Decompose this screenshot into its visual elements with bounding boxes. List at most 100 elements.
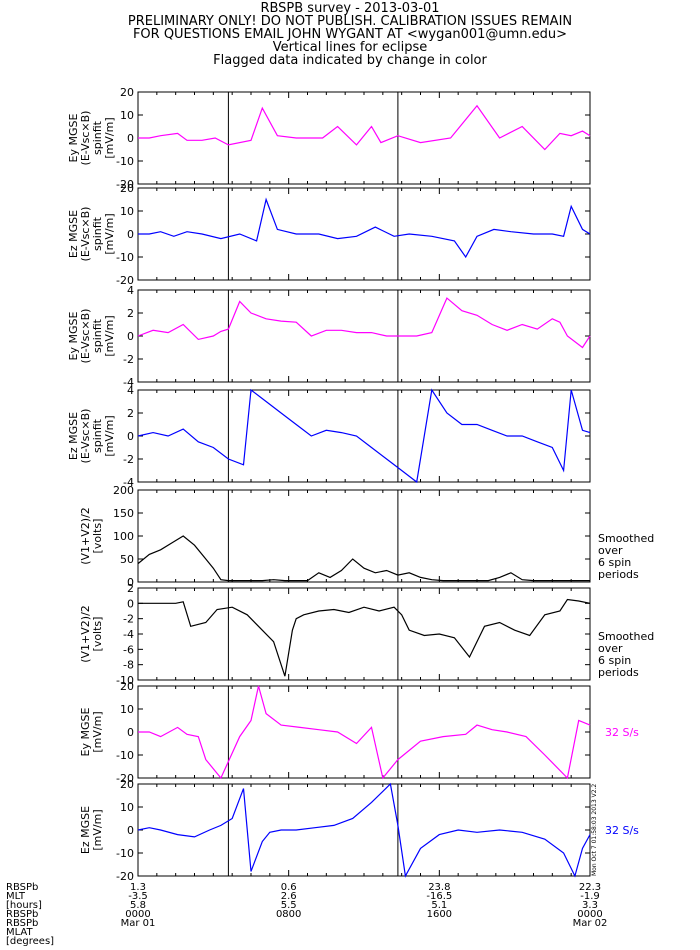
series-line-4 — [137, 388, 591, 484]
y-axis-label: spinfit — [91, 318, 104, 353]
email-line: FOR QUESTIONS EMAIL JOHN WYGANT AT <wyga… — [132, 27, 568, 42]
y-axis-label: (V1+V2)/2 — [79, 605, 92, 663]
y-tick-label: 200 — [113, 484, 134, 497]
y-tick-label: 2 — [127, 307, 134, 320]
y-tick-label: -10 — [116, 674, 134, 687]
panel-frame-7 — [137, 685, 591, 779]
y-tick-label: 150 — [113, 507, 134, 520]
y-tick-label: -20 — [116, 178, 134, 191]
x-tick-label: Mar 01 — [121, 918, 156, 929]
y-tick-label: 20 — [120, 680, 134, 693]
series-line-7 — [138, 685, 591, 780]
series-line-2 — [138, 197, 591, 259]
y-axis-label: (E-Vsc×B) — [79, 409, 92, 464]
panel-frame-3 — [137, 289, 591, 383]
y-tick-label: -8 — [123, 659, 134, 672]
sample-rate-note: 32 S/s — [605, 824, 639, 837]
x-tick-label: 5.5 — [281, 900, 297, 911]
warning-line: PRELIMINARY ONLY! DO NOT PUBLISH. CALIBR… — [127, 14, 573, 29]
x-tick-label: -3.5 — [128, 891, 148, 902]
panel-frame-2 — [137, 187, 591, 281]
y-axis-label: [mV/m] — [103, 213, 116, 254]
y-tick-label: 0 — [127, 430, 134, 443]
y-tick-label: 0 — [127, 330, 134, 343]
y-tick-label: -20 — [116, 870, 134, 883]
y-tick-label: 4 — [127, 384, 134, 397]
x-axis-row-label: MLT — [6, 891, 26, 902]
x-axis-row-label: [hours] — [6, 900, 42, 911]
y-axis-label: Ez MGSE — [67, 412, 80, 460]
y-axis-label: [mV/m] — [103, 315, 116, 356]
y-axis-label: spinfit — [91, 216, 104, 251]
y-tick-label: 10 — [120, 205, 134, 218]
chart-title: RBSPB survey - 2013-03-01 — [260, 1, 440, 16]
side-note: Smoothed — [598, 630, 654, 643]
y-tick-label: 4 — [127, 284, 134, 297]
x-axis-row-label: RBSPb — [6, 909, 38, 920]
flag-note: Flagged data indicated by change in colo… — [213, 53, 487, 68]
y-axis-label: (E-Vsc×B) — [79, 309, 92, 364]
x-tick-label: 0000 — [577, 909, 602, 920]
side-note: periods — [598, 568, 639, 581]
y-tick-label: 0 — [127, 726, 134, 739]
y-axis-label: spinfit — [91, 120, 104, 155]
y-axis-label: Ez MGSE — [79, 806, 92, 854]
x-tick-label: 1.3 — [130, 882, 146, 893]
x-axis-row-label: [degrees] — [6, 936, 54, 947]
y-axis-label: (E-Vsc×B) — [79, 111, 92, 166]
y-axis-label: [mV/m] — [103, 415, 116, 456]
y-axis-label: [mV/m] — [91, 809, 104, 850]
series-line-8 — [137, 782, 591, 878]
y-axis-label: [mV/m] — [103, 117, 116, 158]
y-tick-label: 0 — [127, 576, 134, 589]
y-axis-label: (V1+V2)/2 — [79, 507, 92, 565]
series-line-1 — [138, 104, 591, 151]
y-tick-label: 2 — [127, 407, 134, 420]
y-axis-label: Ey MGSE — [79, 707, 92, 756]
x-tick-label: -16.5 — [426, 891, 452, 902]
y-tick-label: 0 — [127, 597, 134, 610]
x-tick-label: 5.1 — [431, 900, 447, 911]
series-line-6 — [138, 598, 591, 677]
y-axis-label: spinfit — [91, 418, 104, 453]
y-tick-label: 0 — [127, 824, 134, 837]
x-tick-label: 2.6 — [281, 891, 297, 902]
y-tick-label: -4 — [123, 376, 134, 389]
y-tick-label: 0 — [127, 132, 134, 145]
sample-rate-note: 32 S/s — [605, 726, 639, 739]
y-tick-label: -10 — [116, 155, 134, 168]
y-tick-label: 0 — [127, 228, 134, 241]
x-tick-label: -1.9 — [580, 891, 600, 902]
y-tick-label: -20 — [116, 274, 134, 287]
y-tick-label: 20 — [120, 182, 134, 195]
y-tick-label: -4 — [123, 476, 134, 489]
y-tick-label: -20 — [116, 772, 134, 785]
y-axis-label: [volts] — [91, 519, 104, 554]
y-tick-label: 2 — [127, 582, 134, 595]
y-tick-label: 20 — [120, 778, 134, 791]
eclipse-note: Vertical lines for eclipse — [272, 40, 428, 55]
y-tick-label: -10 — [116, 749, 134, 762]
y-tick-label: -2 — [123, 453, 134, 466]
series-line-3 — [137, 297, 591, 349]
x-tick-label: Mar 02 — [573, 918, 608, 929]
x-tick-label: 5.8 — [130, 900, 146, 911]
y-tick-label: 100 — [113, 530, 134, 543]
y-axis-label: Ey MGSE — [67, 311, 80, 360]
y-tick-label: -10 — [116, 251, 134, 264]
y-tick-label: -2 — [123, 353, 134, 366]
y-tick-label: 10 — [120, 801, 134, 814]
panel-frame-8 — [137, 783, 591, 877]
y-axis-label: [volts] — [91, 617, 104, 652]
y-axis-label: (E-Vsc×B) — [79, 207, 92, 262]
x-axis-row-label: RBSPb — [6, 918, 38, 929]
y-tick-label: -2 — [123, 613, 134, 626]
y-tick-label: -10 — [116, 847, 134, 860]
y-tick-label: -6 — [123, 643, 134, 656]
y-axis-label: Ez MGSE — [67, 210, 80, 258]
side-note: 6 spin — [598, 654, 631, 667]
y-tick-label: 10 — [120, 703, 134, 716]
y-tick-label: -4 — [123, 628, 134, 641]
series-line-5 — [137, 535, 590, 582]
